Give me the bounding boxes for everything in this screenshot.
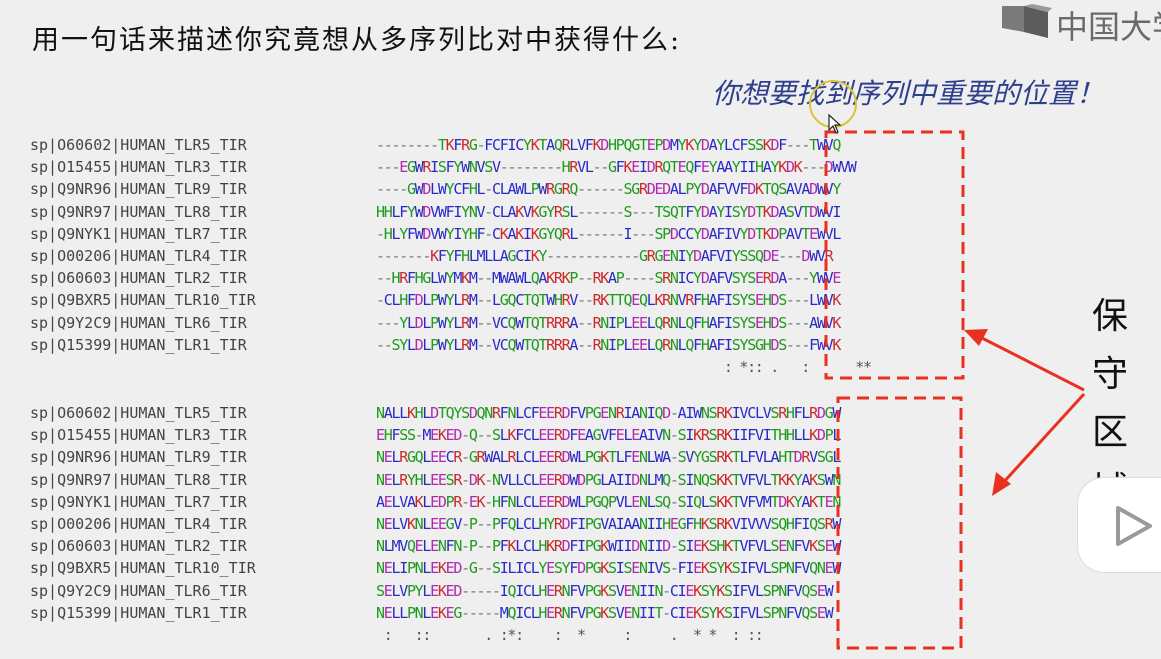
alignment-row: sp|Q9NR97|HUMAN_TLR8_TIR HHLFYWDVWFIYNV-C… <box>30 203 1080 225</box>
conserved-region-box-2 <box>836 396 963 650</box>
alignment-row: sp|O60602|HUMAN_TLR5_TIR NALLKHLDTQYSDQNR… <box>30 404 1080 426</box>
sequence-label: sp|O15455|HUMAN_TLR3_TIR <box>30 426 247 445</box>
sequence-label: sp|O00206|HUMAN_TLR4_TIR <box>30 246 247 265</box>
sequence-label: sp|Q9BXR5|HUMAN_TLR10_TIR <box>30 291 256 310</box>
sequence-residues: ---EGWRISFYWNVSV--------HRVL--GFKEIDRQTE… <box>376 158 857 177</box>
alignment-row: sp|Q9Y2C9|HUMAN_TLR6_TIR ---YLDLPWYLRM--V… <box>30 314 1080 336</box>
page-title: 用一句话来描述你究竟想从多序列比对中获得什么: <box>32 25 682 56</box>
sequence-residues: NALLKHLDTQYSDQNRFNLCFEERDFVPGENRIANIQD-A… <box>376 404 841 422</box>
sequence-label: sp|O60602|HUMAN_TLR5_TIR <box>30 136 247 154</box>
subtitle: 你想要找到序列中重要的位置！ <box>712 77 1105 110</box>
alignment-row: sp|Q9NR96|HUMAN_TLR9_TIR ----GWDLWYCFHL-C… <box>30 180 1080 202</box>
alignment-row: sp|O15455|HUMAN_TLR3_TIR ---EGWRISFYWNVSV… <box>30 158 1080 180</box>
play-button[interactable] <box>1078 478 1161 572</box>
alignment-row: sp|O00206|HUMAN_TLR4_TIR -------KFYFHLMLL… <box>30 247 1080 269</box>
sequence-residues: SELVPYLEKED-----IQICLHERNFVPGKSVENIIN-CI… <box>376 581 834 600</box>
sequence-label: sp|O60603|HUMAN_TLR2_TIR <box>30 269 247 288</box>
sequence-residues: NELVKNLEEGV-P--PFQLCLHYRDFIPGVAIAANIIHEG… <box>376 514 841 533</box>
sequence-residues: -CLHFDLPWYLRM--LGQCTQTWHRV--RKTTQEQLKRNV… <box>376 291 841 310</box>
sequence-residues: --HRFHGLWYMKM--MWAWLQAKRKP--RKAP----SRNI… <box>376 269 841 288</box>
sequence-residues: NELRYHLEESR-DK-NVLLCLEERDWDPGLAIIDNLMQ-S… <box>376 470 841 489</box>
sequence-label: sp|O60602|HUMAN_TLR5_TIR <box>30 404 247 422</box>
sequence-label: sp|Q9NR96|HUMAN_TLR9_TIR <box>30 448 247 467</box>
sequence-label: sp|Q9NR96|HUMAN_TLR9_TIR <box>30 180 247 199</box>
logo <box>1002 4 1052 38</box>
alignment-row: sp|Q9NYK1|HUMAN_TLR7_TIR -HLYFWDVWYIYHF-C… <box>30 225 1080 247</box>
sequence-label: sp|Q15399|HUMAN_TLR1_TIR <box>30 603 247 622</box>
sequence-label: sp|Q9NR97|HUMAN_TLR8_TIR <box>30 202 247 221</box>
sequence-label: sp|Q9Y2C9|HUMAN_TLR6_TIR <box>30 313 247 332</box>
alignment-row: sp|O60602|HUMAN_TLR5_TIR --------TKFRG-FC… <box>30 136 1080 158</box>
sequence-residues: NELLPNLEKEG-----MQICLHERNFVPGKSVENIIT-CI… <box>376 603 834 622</box>
consensus-line-2: : :: . :*: : * : . * * : :: <box>376 626 764 644</box>
alignment-row: sp|Q9NYK1|HUMAN_TLR7_TIR AELVAKLEDPR-EK-H… <box>30 493 1080 515</box>
sequence-residues: ---YLDLPWYLRM--VCQWTQTRRRA--RNIPLEELQRNL… <box>376 313 841 332</box>
play-icon <box>1116 506 1152 546</box>
sequence-residues: AELVAKLEDPR-EK-HFNLCLEERDWLPGQPVLENLSQ-S… <box>376 492 841 511</box>
book-icon <box>1002 4 1052 38</box>
cursor-icon <box>828 114 842 134</box>
arrow-up <box>964 329 1085 392</box>
sequence-label: sp|Q15399|HUMAN_TLR1_TIR <box>30 335 247 354</box>
alignment-row: sp|Q15399|HUMAN_TLR1_TIR NELLPNLEKEG-----… <box>30 604 1080 626</box>
sequence-residues: ----GWDLWYCFHL-CLAWLPWRGRQ------SGRDEDAL… <box>376 180 841 199</box>
sequence-residues: HHLFYWDVWFIYNV-CLAKVKGYRSL------S---TSQT… <box>376 202 841 221</box>
sequence-residues: NELRGQLEECR-GRWALRLCLEERDWLPGKTLFENLWA-S… <box>376 448 841 467</box>
alignment-block-1: sp|O60602|HUMAN_TLR5_TIR --------TKFRG-FC… <box>30 136 1080 386</box>
logo-text: 中国大学 <box>1056 8 1161 46</box>
sequence-label: sp|Q9Y2C9|HUMAN_TLR6_TIR <box>30 581 247 600</box>
sequence-label: sp|Q9NYK1|HUMAN_TLR7_TIR <box>30 492 247 511</box>
sequence-residues: NELIPNLEKED-G--SILICLYESYFDPGKSISENIVS-F… <box>376 559 841 578</box>
alignment-row: sp|Q9BXR5|HUMAN_TLR10_TIR NELIPNLEKED-G--… <box>30 559 1080 581</box>
sequence-residues: -------KFYFHLMLLAGCIKY------------GRGENI… <box>376 246 834 265</box>
alignment-row: sp|O00206|HUMAN_TLR4_TIR NELVKNLEEGV-P--P… <box>30 515 1080 537</box>
sequence-label: sp|O15455|HUMAN_TLR3_TIR <box>30 158 247 177</box>
arrow-down <box>992 392 1086 496</box>
consensus-line-1: : *:: . : ** <box>376 358 872 376</box>
alignment-row: sp|Q9BXR5|HUMAN_TLR10_TIR -CLHFDLPWYLRM--… <box>30 291 1080 313</box>
sequence-label: sp|Q9BXR5|HUMAN_TLR10_TIR <box>30 559 256 578</box>
alignment-row: sp|Q9Y2C9|HUMAN_TLR6_TIR SELVPYLEKED-----… <box>30 582 1080 604</box>
sequence-residues: --------TKFRG-FCFICYKTAQRLVFKDHPQGTEPDMY… <box>376 136 841 154</box>
sequence-label: sp|Q9NYK1|HUMAN_TLR7_TIR <box>30 224 247 243</box>
sequence-label: sp|Q9NR97|HUMAN_TLR8_TIR <box>30 470 247 489</box>
sequence-residues: -HLYFWDVWYIYHF-CKAKIKGYQRL------I---SPDC… <box>376 224 841 243</box>
alignment-block-2: sp|O60602|HUMAN_TLR5_TIR NALLKHLDTQYSDQNR… <box>30 404 1080 654</box>
alignment-row: sp|Q15399|HUMAN_TLR1_TIR --SYLDLPWYLRM--V… <box>30 336 1080 358</box>
sequence-residues: --SYLDLPWYLRM--VCQWTQTRRRA--RNIPLEELQRNL… <box>376 335 841 354</box>
conserved-region-box-1 <box>824 130 965 380</box>
sequence-label: sp|O00206|HUMAN_TLR4_TIR <box>30 514 247 533</box>
alignment-row: sp|O60603|HUMAN_TLR2_TIR --HRFHGLWYMKM--M… <box>30 269 1080 291</box>
sequence-label: sp|O60603|HUMAN_TLR2_TIR <box>30 537 247 556</box>
alignment-row: sp|Q9NR96|HUMAN_TLR9_TIR NELRGQLEECR-GRWA… <box>30 448 1080 470</box>
alignment-row: sp|Q9NR97|HUMAN_TLR8_TIR NELRYHLEESR-DK-N… <box>30 471 1080 493</box>
